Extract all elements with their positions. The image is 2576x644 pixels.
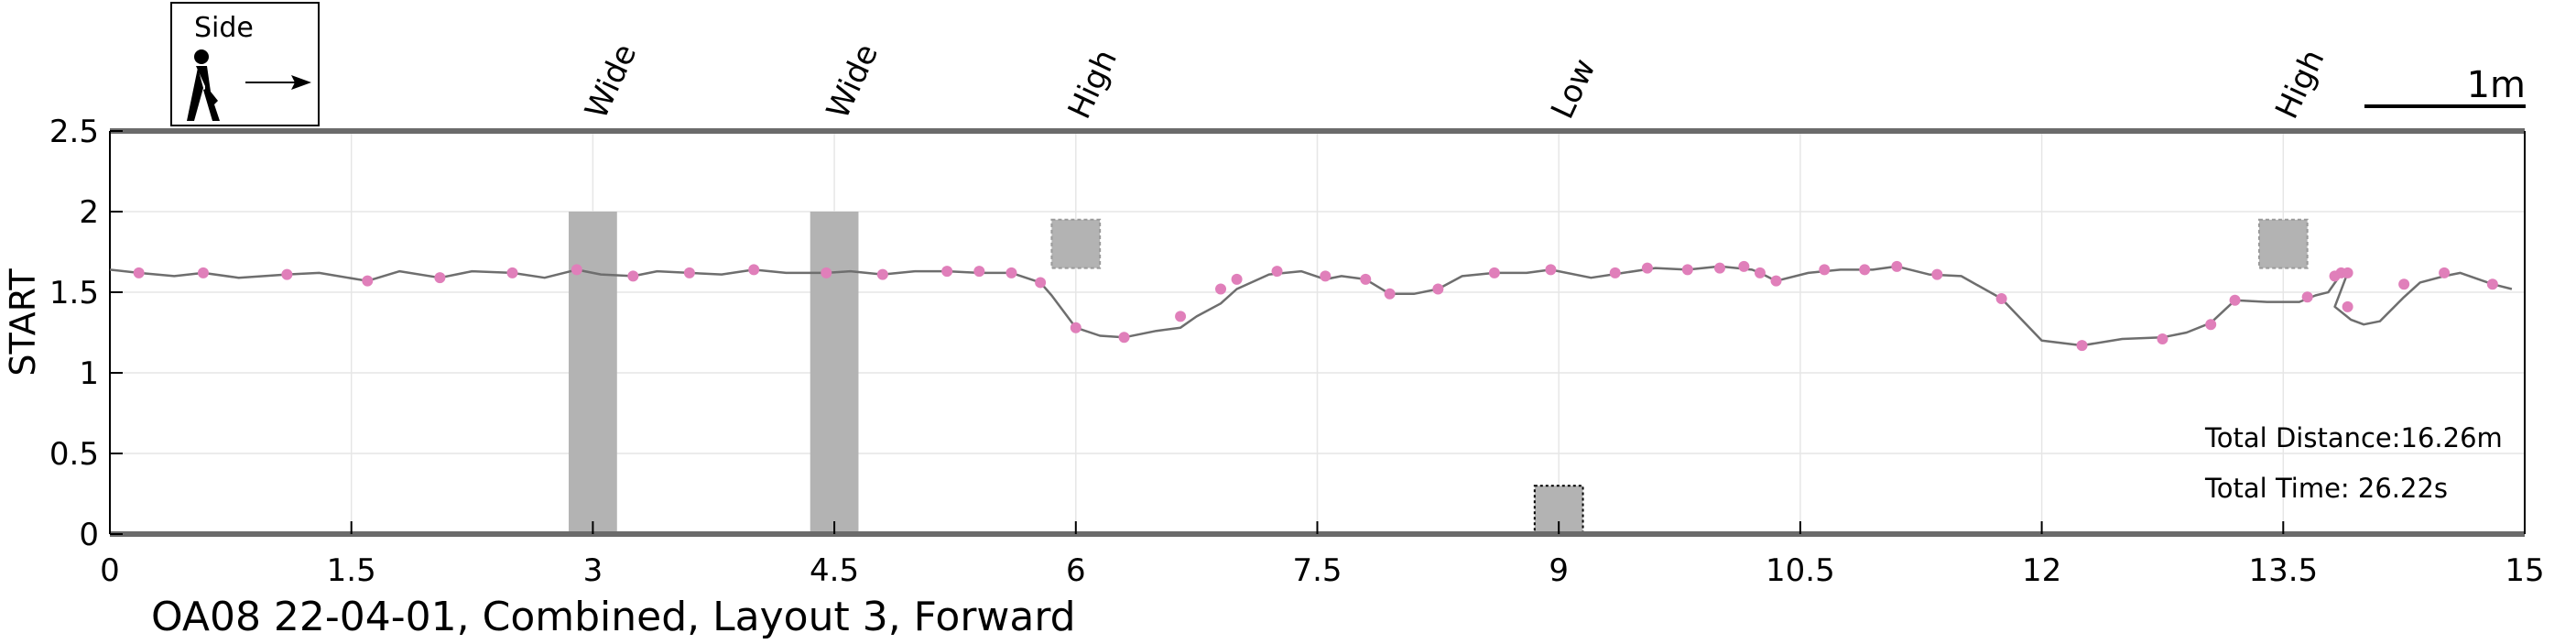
obstacle-bar-0 [569, 212, 617, 534]
x-tick-label-4: 6 [1066, 552, 1086, 589]
data-point [1118, 332, 1130, 344]
grid [109, 130, 2526, 535]
data-point [876, 268, 888, 280]
data-point [1271, 266, 1283, 278]
obstacles: Wide Wide High Low High [569, 38, 2331, 536]
y-ticks: 0 0.5 1 1.5 2 2.5 [49, 114, 123, 553]
data-point [1432, 283, 1444, 295]
series-line-0 [109, 265, 2513, 347]
data-point [1175, 311, 1187, 322]
obstacle-high-4 [2257, 218, 2309, 269]
obstacle-label-3: Low [1544, 53, 1603, 125]
data-point [683, 267, 695, 278]
data-point [941, 266, 953, 278]
obstacle-label-4: High [2268, 44, 2331, 125]
data-point [1231, 273, 1243, 285]
data-point [362, 275, 374, 287]
series [109, 265, 2513, 347]
scale-bar: 1m [2364, 64, 2526, 108]
data-point [1609, 267, 1621, 278]
data-point [197, 267, 209, 278]
obstacle-label-0: Wide [578, 38, 644, 125]
y-tick-label-4: 2 [79, 194, 99, 231]
total-time: Total Time: 26.22s [2204, 473, 2448, 504]
data-point [2229, 294, 2241, 306]
data-point [571, 264, 582, 276]
data-point [2398, 278, 2410, 290]
data-point [2439, 267, 2451, 278]
data-point [821, 267, 832, 278]
x-tick-label-0: 0 [100, 552, 120, 589]
data-point [1215, 283, 1227, 295]
data-point [1754, 267, 1766, 278]
obstacle-label-1: Wide [820, 38, 886, 125]
x-tick-label-1: 1.5 [327, 552, 376, 589]
data-point [1360, 273, 1372, 285]
data-point [2157, 333, 2168, 345]
total-distance: Total Distance:16.26m [2204, 422, 2503, 453]
x-ticks: 0 1.5 3 4.5 6 7.5 9 10.5 12 13.5 15 [100, 521, 2545, 589]
data-point [1545, 264, 1557, 276]
right-arrow-icon [245, 75, 311, 90]
obstacle-bar-1 [810, 212, 859, 534]
data-point [1770, 275, 1782, 287]
y-tick-label-1: 0.5 [49, 436, 99, 473]
data-point [748, 264, 760, 276]
markers [133, 260, 2498, 352]
y-tick-label-3: 1.5 [49, 275, 99, 311]
legend-box: Side [170, 2, 320, 126]
data-point [2486, 278, 2498, 290]
data-point [1488, 267, 1500, 278]
data-point [281, 268, 293, 280]
data-point [1931, 268, 1943, 280]
scale-bar-label: 1m [2467, 64, 2526, 106]
data-point [1995, 293, 2007, 305]
data-point [2342, 300, 2353, 312]
data-point [1819, 264, 1831, 276]
data-point [506, 267, 518, 278]
data-point [1035, 277, 1047, 289]
data-point [1891, 260, 1903, 272]
data-point [1738, 260, 1750, 272]
obstacle-high-2 [1050, 218, 1102, 269]
data-point [627, 270, 639, 282]
data-point [434, 272, 446, 284]
x-tick-label-8: 12 [2022, 552, 2061, 589]
y-tick-label-0: 0 [79, 517, 99, 553]
x-tick-label-7: 10.5 [1766, 552, 1835, 589]
x-tick-label-2: 3 [583, 552, 603, 589]
data-point [1714, 262, 1725, 274]
walking-person-icon [187, 49, 220, 121]
x-tick-label-5: 7.5 [1292, 552, 1342, 589]
y-axis-label: START [3, 268, 43, 377]
data-point [1070, 322, 1081, 333]
x-tick-label-10: 15 [2505, 552, 2544, 589]
data-point [2205, 319, 2217, 331]
legend-label: Side [194, 12, 254, 44]
data-point [2301, 291, 2313, 303]
data-point [1384, 288, 1396, 300]
data-point [1005, 267, 1017, 278]
y-tick-label-5: 2.5 [49, 114, 99, 150]
data-point [133, 267, 145, 278]
data-point [1681, 264, 1693, 276]
data-point [973, 266, 985, 278]
x-tick-label-6: 9 [1549, 552, 1569, 589]
data-point [1859, 264, 1871, 276]
data-point [1320, 270, 1331, 282]
data-point [2076, 340, 2088, 352]
y-tick-label-2: 1 [79, 355, 99, 392]
data-point [2342, 267, 2353, 278]
chart-caption: OA08 22-04-01, Combined, Layout 3, Forwa… [151, 594, 1076, 640]
obstacle-label-2: High [1061, 44, 1125, 125]
data-point [1641, 262, 1653, 274]
x-tick-label-9: 13.5 [2248, 552, 2318, 589]
x-tick-label-3: 4.5 [810, 552, 859, 589]
